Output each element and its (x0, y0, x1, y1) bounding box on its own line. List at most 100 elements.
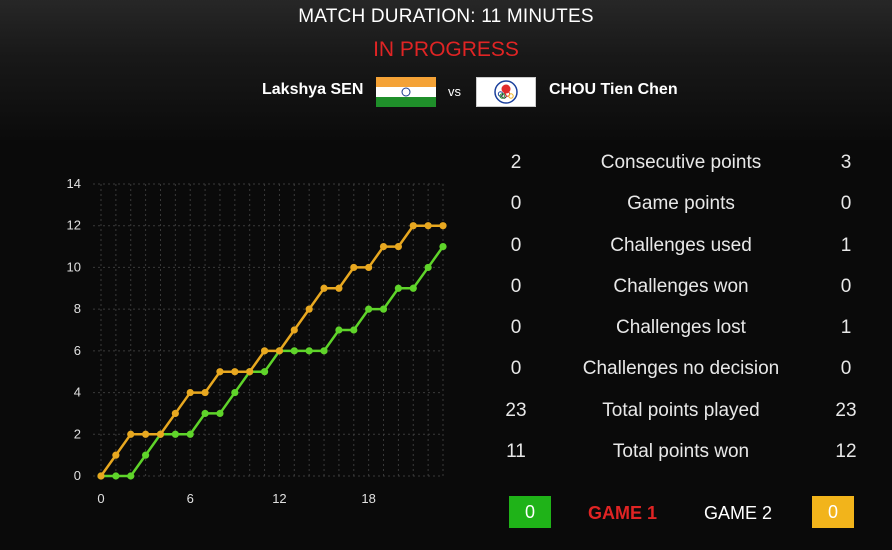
player2-game-score: 0 (812, 496, 854, 528)
player1-point (409, 284, 417, 292)
player1-point (379, 305, 388, 313)
match-duration: MATCH DURATION: 11 MINUTES (298, 6, 594, 27)
player1-point (290, 347, 298, 355)
y-tick-label: 10 (67, 259, 81, 274)
player1-point (350, 326, 358, 334)
player2-point (142, 430, 150, 438)
player2-point (112, 451, 120, 459)
player2-points-line (99, 224, 443, 477)
player2-point (394, 242, 402, 251)
stat-row: 23 Total points played 23 (490, 391, 890, 432)
player1-point (171, 430, 179, 438)
x-tick-label: 6 (187, 491, 194, 506)
versus-label: vs (448, 84, 461, 99)
player1-point (142, 451, 150, 459)
player1-point (335, 326, 343, 334)
stat-row: 0 Challenges no decision 0 (490, 349, 890, 390)
player1-point (439, 242, 447, 251)
stat-player1-value: 0 (510, 358, 522, 380)
stat-row: 2 Consecutive points 3 (490, 143, 890, 184)
player1-point (231, 388, 239, 397)
stat-player2-value: 0 (840, 275, 852, 297)
stat-label: Game points (627, 193, 735, 215)
player2-point (379, 242, 388, 251)
player1-game-score: 0 (509, 496, 551, 528)
stat-player2-value: 1 (840, 234, 852, 256)
player2-point (260, 347, 269, 355)
y-tick-label: 8 (74, 301, 81, 316)
y-tick-label: 4 (74, 385, 81, 400)
stat-player1-value: 0 (510, 234, 522, 256)
y-tick-label: 0 (74, 468, 81, 483)
stat-player1-value: 11 (506, 441, 526, 463)
player2-point (350, 263, 358, 272)
players-row: Lakshya SEN vs CHOU Tien Chen (0, 76, 892, 108)
stat-player2-value: 23 (835, 399, 857, 421)
player1-point (424, 263, 432, 272)
player2-point (216, 368, 224, 376)
india-flag-icon (376, 77, 436, 107)
player1-point (216, 409, 224, 418)
player2-point (320, 284, 328, 292)
player1-point (112, 472, 120, 480)
player1-point (365, 305, 373, 313)
chinese-taipei-flag-icon (476, 77, 536, 107)
y-tick-label: 6 (74, 343, 81, 358)
player2-point (156, 430, 165, 438)
player1-point (305, 347, 313, 355)
stat-player2-value: 0 (840, 358, 852, 380)
points-progression-chart: 0 2 4 6 8 10 12 14 0 6 12 18 (67, 176, 447, 506)
game1-tab[interactable]: GAME 1 (588, 503, 658, 523)
x-tick-label: 12 (272, 491, 286, 506)
stat-label: Challenges lost (616, 317, 746, 339)
player1-point (260, 368, 269, 376)
stat-label: Consecutive points (600, 152, 762, 173)
stat-player1-value: 23 (505, 399, 527, 421)
player2-point (290, 326, 298, 334)
stat-row: 0 Challenges used 1 (490, 226, 890, 267)
player2-point (409, 222, 417, 230)
game2-tab[interactable]: GAME 2 (704, 503, 773, 523)
player2-name: CHOU Tien Chen (549, 81, 678, 98)
y-tick-label: 2 (74, 426, 81, 441)
player2-point (127, 430, 135, 438)
x-tick-label: 0 (97, 491, 104, 506)
player2-point (246, 368, 254, 376)
player1-points-line (101, 245, 445, 478)
player2-point (335, 284, 343, 292)
stat-row: 0 Game points 0 (490, 184, 890, 225)
y-tick-label: 14 (67, 176, 81, 191)
match-status: IN PROGRESS (373, 38, 519, 61)
stat-player2-value: 3 (840, 152, 852, 173)
y-tick-label: 12 (67, 218, 81, 233)
player2-point (97, 472, 105, 480)
x-tick-label: 18 (361, 491, 375, 506)
player1-point (320, 347, 328, 355)
stat-row: 11 Total points won 12 (490, 432, 890, 473)
stat-label: Challenges used (610, 234, 752, 256)
stat-row: 0 Challenges lost 1 (490, 308, 890, 349)
player2-point (305, 305, 313, 313)
player2-point (186, 388, 194, 397)
stat-label: Total points played (602, 399, 760, 421)
stat-label: Challenges no decision (582, 358, 780, 380)
stat-label: Challenges won (613, 275, 749, 297)
stat-player2-value: 0 (840, 193, 852, 215)
stat-player1-value: 0 (510, 317, 522, 339)
stat-player1-value: 2 (510, 152, 522, 173)
stat-player2-value: 1 (840, 317, 852, 339)
player1-point (127, 472, 135, 480)
player2-point (231, 368, 239, 376)
player2-point (365, 263, 373, 272)
player2-point (424, 222, 432, 230)
stat-player2-value: 12 (835, 441, 857, 463)
stat-row: 0 Challenges won 0 (490, 267, 890, 308)
player1-point (186, 430, 194, 438)
stat-label: Total points won (612, 441, 750, 463)
stat-player1-value: 0 (510, 275, 522, 297)
player2-point (201, 388, 209, 397)
player1-point (201, 409, 209, 418)
player2-point (171, 409, 179, 418)
player1-point (394, 284, 402, 292)
header-background (0, 0, 892, 140)
